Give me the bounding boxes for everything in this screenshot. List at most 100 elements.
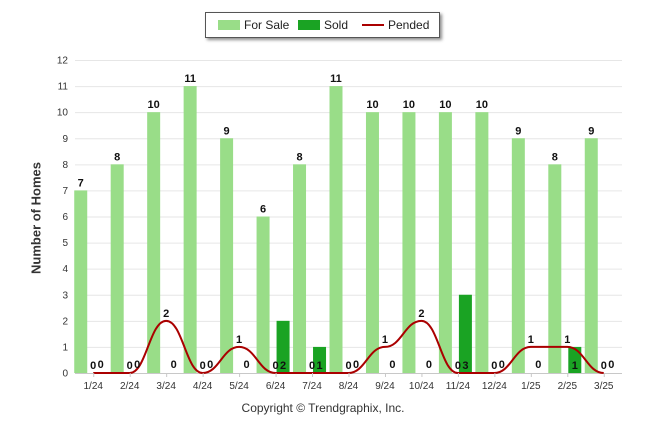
pended-data-label: 2 <box>163 308 169 320</box>
x-tick-label: 10/24 <box>409 381 434 392</box>
pended-data-label: 0 <box>309 360 315 372</box>
x-tick-label: 6/24 <box>266 381 286 392</box>
for-sale-bar <box>293 164 307 373</box>
sold-data-label: 1 <box>572 360 578 372</box>
for-sale-data-label: 10 <box>439 99 451 111</box>
y-axis-title: Number of Homes <box>28 162 44 274</box>
pended-data-label: 0 <box>127 360 133 372</box>
for-sale-data-label: 10 <box>148 99 160 111</box>
sold-data-label: 0 <box>207 359 213 371</box>
sold-data-label: 0 <box>608 359 614 371</box>
for-sale-data-label: 8 <box>552 151 558 163</box>
sold-data-label: 1 <box>316 360 322 372</box>
x-tick-label: 1/24 <box>83 381 103 392</box>
for-sale-data-label: 11 <box>184 73 196 85</box>
pended-data-label: 0 <box>491 360 497 372</box>
for-sale-data-label: 10 <box>366 99 378 111</box>
bars <box>74 86 598 374</box>
x-tick-label: 11/24 <box>446 381 471 392</box>
sold-data-label: 0 <box>389 359 395 371</box>
y-tick-label: 0 <box>62 369 68 380</box>
pended-data-label: 1 <box>528 334 534 346</box>
for-sale-data-label: 9 <box>224 125 230 137</box>
pended-data-label: 0 <box>273 360 279 372</box>
for-sale-bar <box>220 138 234 373</box>
x-tick-label: 7/24 <box>302 381 322 392</box>
sold-bar <box>313 346 327 373</box>
y-tick-label: 7 <box>62 186 68 197</box>
for-sale-bar <box>475 112 489 374</box>
y-tick-label: 10 <box>57 108 69 119</box>
sold-bar <box>276 320 290 373</box>
sold-data-label: 0 <box>134 359 140 371</box>
pended-data-label: 0 <box>455 360 461 372</box>
pended-line-layer <box>93 319 604 375</box>
pended-data-label: 0 <box>90 360 96 372</box>
data-labels: 7008001002110090162081011001001100210301… <box>78 73 615 372</box>
copyright-credit: Copyright © Trendgraphix, Inc. <box>241 401 405 415</box>
sold-data-label: 0 <box>244 359 250 371</box>
x-tick-label: 3/25 <box>594 381 614 392</box>
x-tick-label: 12/24 <box>482 381 507 392</box>
pended-data-label: 0 <box>200 360 206 372</box>
for-sale-swatch <box>218 20 240 30</box>
pended-data-label: 2 <box>418 308 424 320</box>
for-sale-bar <box>183 86 197 373</box>
y-tick-label: 5 <box>62 238 68 249</box>
x-tick-label: 2/24 <box>120 381 140 392</box>
legend-label-sold: Sold <box>324 18 349 32</box>
for-sale-bar <box>110 164 124 373</box>
x-tick-label: 1/25 <box>521 381 541 392</box>
y-tick-label: 6 <box>62 212 68 223</box>
sold-data-label: 0 <box>499 359 505 371</box>
for-sale-data-label: 10 <box>403 99 415 111</box>
for-sale-bar <box>402 112 416 374</box>
sold-data-label: 0 <box>426 359 432 371</box>
sold-swatch <box>298 20 320 30</box>
sold-bar <box>458 294 472 373</box>
for-sale-bar <box>365 112 379 374</box>
pended-data-label: 1 <box>564 334 570 346</box>
legend-label-pended: Pended <box>388 18 430 32</box>
y-tick-label: 1 <box>62 342 68 353</box>
for-sale-bar <box>584 138 598 373</box>
sold-bar <box>568 346 582 373</box>
x-tick-label: 2/25 <box>558 381 578 392</box>
sold-data-label: 2 <box>280 360 286 372</box>
y-tick-label: 4 <box>62 264 68 275</box>
y-tick-label: 11 <box>58 82 69 93</box>
for-sale-bar <box>256 216 270 373</box>
for-sale-data-label: 6 <box>260 204 266 216</box>
x-axis: 1/24 2/24 3/24 4/24 5/24 6/24 7/24 8/24 9/24 10/2… <box>83 373 614 392</box>
for-sale-data-label: 8 <box>114 151 120 163</box>
pended-swatch <box>362 24 384 26</box>
legend: For Sale Sold Pended <box>205 12 440 38</box>
for-sale-data-label: 9 <box>515 125 521 137</box>
x-tick-label: 3/24 <box>156 381 176 392</box>
for-sale-bar <box>548 164 562 373</box>
for-sale-bar <box>329 86 343 373</box>
for-sale-data-label: 10 <box>476 99 488 111</box>
y-tick-label: 9 <box>62 134 68 145</box>
x-tick-label: 4/24 <box>193 381 213 392</box>
sold-data-label: 0 <box>535 359 541 371</box>
for-sale-data-label: 9 <box>588 125 594 137</box>
x-tick-label: 9/24 <box>375 381 395 392</box>
for-sale-bar <box>438 112 452 374</box>
x-tick-label: 8/24 <box>339 381 359 392</box>
pended-data-label: 0 <box>345 360 351 372</box>
sold-data-label: 0 <box>171 359 177 371</box>
sold-data-label: 3 <box>462 360 468 372</box>
legend-label-for-sale: For Sale <box>244 18 290 32</box>
for-sale-bar <box>74 190 88 373</box>
y-tick-label: 8 <box>62 160 68 171</box>
for-sale-data-label: 7 <box>78 177 84 189</box>
sold-data-label: 0 <box>353 359 359 371</box>
pended-data-label: 0 <box>601 360 607 372</box>
pended-data-label: 1 <box>382 334 388 346</box>
sold-data-label: 0 <box>98 359 104 371</box>
for-sale-bar <box>147 112 161 374</box>
y-tick-label: 2 <box>62 316 68 327</box>
